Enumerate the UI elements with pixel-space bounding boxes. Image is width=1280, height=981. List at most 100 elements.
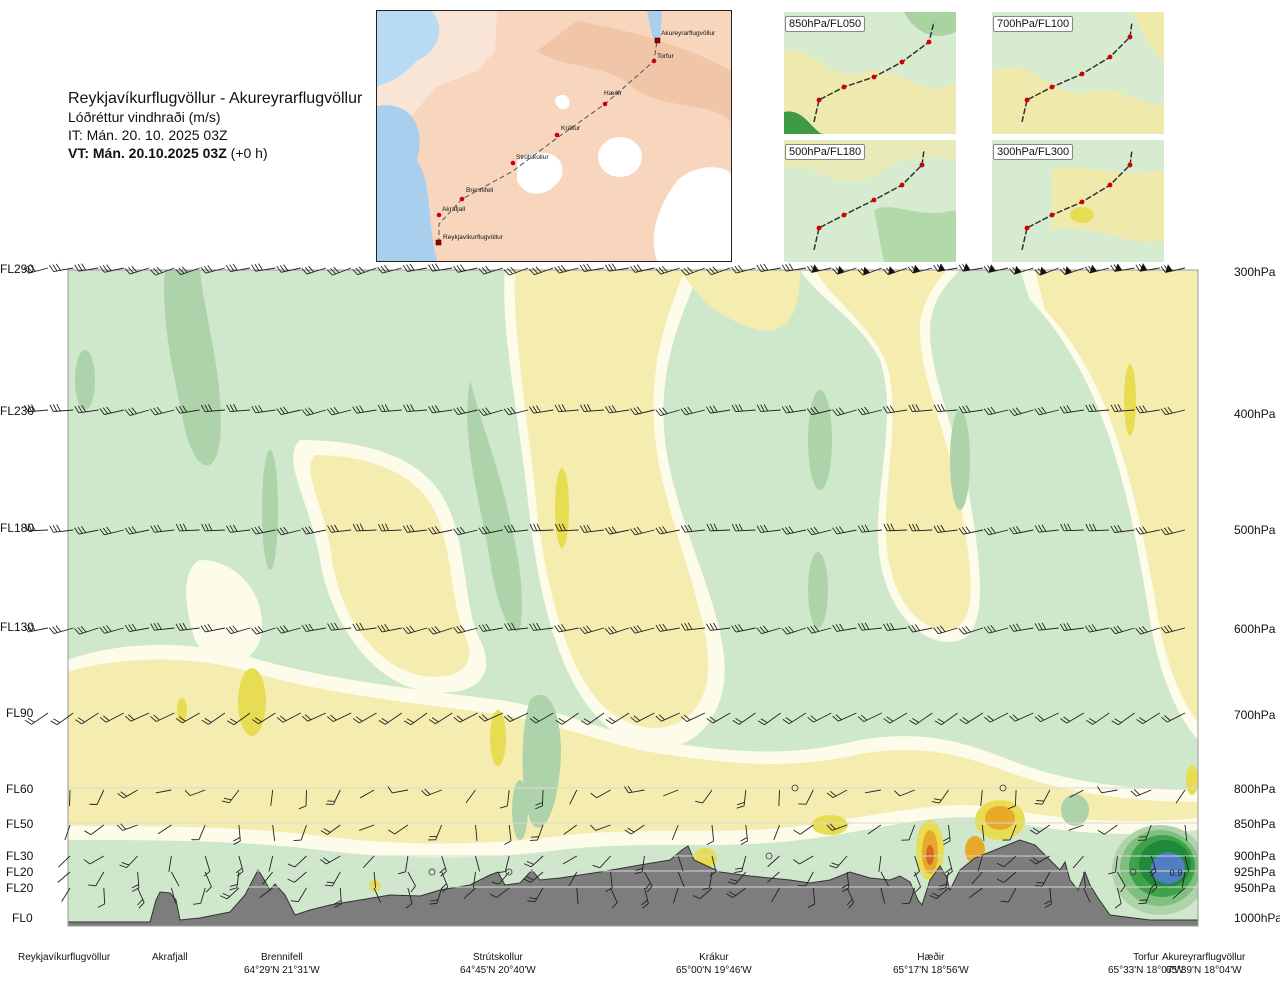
wind-barb — [1175, 789, 1186, 804]
wind-barb — [576, 887, 579, 904]
valid-offset: (+0 h) — [226, 145, 268, 161]
wind-barb — [734, 855, 747, 874]
wind-barb — [137, 887, 145, 909]
map-label-brennifell: Brennifell — [466, 187, 494, 194]
wind-barb — [655, 407, 680, 416]
location-coord: 65°33'N 18°07'W — [1108, 965, 1184, 976]
wind-barb — [74, 263, 99, 272]
wind-barb — [99, 712, 125, 723]
left-label-fl50: FL50 — [6, 817, 34, 831]
wind-barb — [99, 526, 124, 536]
wind-barb — [756, 404, 781, 413]
wind-barb — [958, 263, 983, 272]
wind-barb — [327, 524, 352, 533]
wind-barb — [554, 523, 579, 532]
wind-barb — [403, 404, 428, 412]
wind-barb — [832, 623, 857, 632]
wind-barb — [857, 524, 882, 533]
wind-barb — [945, 855, 953, 877]
wind-barb — [326, 266, 352, 276]
wind-barb — [201, 523, 225, 532]
wind-barb — [373, 871, 377, 888]
wind-barb — [262, 871, 274, 885]
wind-barb — [907, 264, 933, 274]
wind-barb — [251, 263, 276, 272]
wind-barb — [428, 263, 453, 272]
wind-barb — [327, 712, 352, 722]
wind-barb — [50, 712, 74, 726]
inset-500: 500hPa/FL180 — [784, 140, 956, 262]
wind-barb — [1135, 263, 1160, 272]
wind-barb — [499, 789, 510, 809]
wind-barb — [119, 855, 138, 869]
wind-barb — [709, 855, 717, 877]
wind-barb — [24, 712, 49, 725]
wind-barb — [894, 789, 915, 797]
wind-barb — [1034, 406, 1059, 416]
wind-barb — [402, 263, 428, 272]
wind-barb — [592, 855, 611, 869]
location-brennifell: Brennifell 64°29'N 21°31'W — [244, 951, 320, 977]
wind-barb — [1160, 406, 1186, 416]
wind-barb — [117, 789, 138, 799]
wind-barb — [1034, 622, 1059, 631]
location-coord: 64°45'N 20°40'W — [460, 965, 536, 976]
wind-barb — [1060, 523, 1084, 532]
valid-time: Mán. 20.10.2025 03Z — [92, 145, 227, 161]
wind-barb — [771, 887, 780, 903]
wind-barb — [1029, 855, 1051, 865]
map-label-reykjavik: Reykjavíkurflugvöllur — [443, 234, 504, 241]
wind-barb — [756, 524, 781, 533]
left-label-fl30: FL30 — [6, 849, 34, 863]
wind-barb — [168, 855, 172, 872]
left-label-fl230: FL230 — [0, 404, 35, 418]
wind-barb — [908, 404, 933, 413]
wind-barb — [793, 824, 814, 835]
wind-barb — [624, 785, 645, 794]
wind-barb — [680, 524, 705, 533]
wind-barb — [997, 855, 1017, 868]
wind-barb — [74, 405, 99, 414]
wind-barb — [157, 824, 172, 835]
inset-850-graphic — [784, 12, 956, 134]
wind-barb — [298, 789, 307, 810]
wind-barb — [554, 624, 579, 633]
wind-barb — [832, 265, 857, 275]
wind-barb — [663, 789, 679, 797]
wind-barb — [193, 887, 206, 905]
wind-barb — [373, 887, 382, 903]
right-label-600: 600hPa — [1234, 622, 1276, 636]
wind-barb — [48, 625, 74, 634]
wind-barb — [579, 524, 604, 533]
wind-barb — [1085, 404, 1110, 413]
wind-barb — [907, 624, 933, 633]
wind-barb — [293, 824, 307, 842]
wind-barb — [478, 407, 503, 416]
wind-barb — [883, 523, 908, 532]
wind-barb — [504, 622, 529, 631]
wind-barb — [175, 405, 200, 414]
wind-barb — [1059, 622, 1084, 631]
wind-barb — [124, 407, 150, 416]
wind-barb — [1083, 887, 1091, 903]
wind-barb — [832, 526, 857, 535]
wind-barb — [99, 406, 124, 416]
wind-barb — [706, 824, 715, 846]
wind-barb — [563, 824, 578, 835]
wind-barb — [24, 404, 49, 413]
wind-barb — [453, 625, 478, 634]
wind-barb — [301, 265, 327, 275]
inset-700-label: 700hPa/FL100 — [993, 16, 1074, 32]
left-label-fl60: FL60 — [6, 782, 34, 796]
wind-barb — [908, 523, 933, 532]
wind-barb — [1084, 624, 1110, 633]
wind-barb — [227, 712, 251, 726]
wind-barb — [84, 824, 105, 835]
wind-barb — [1084, 264, 1110, 274]
wind-barb — [352, 405, 377, 414]
wind-barb — [276, 264, 301, 273]
location-name: Akrafjall — [152, 952, 188, 963]
wind-barb — [981, 824, 985, 841]
wind-barb — [1149, 855, 1157, 877]
wind-barb — [767, 855, 780, 868]
